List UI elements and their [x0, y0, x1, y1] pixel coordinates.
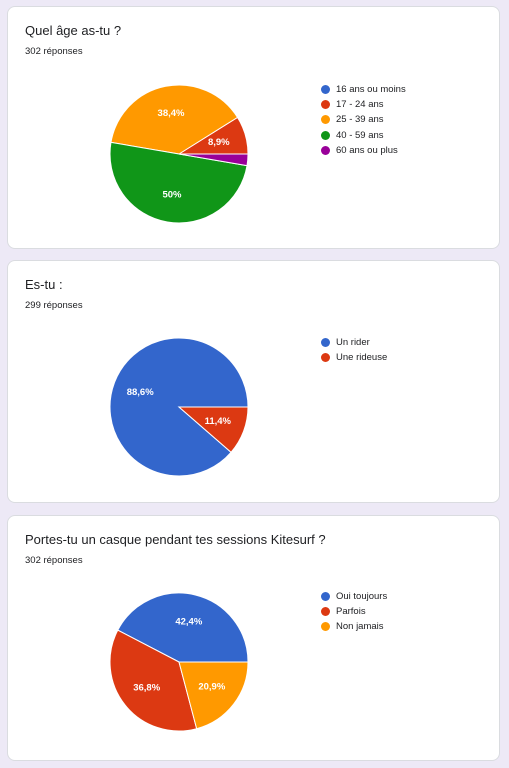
legend-label: 60 ans ou plus	[336, 144, 398, 156]
legend-swatch	[321, 607, 330, 617]
legend-item-25-39-ans: 25 - 39 ans	[321, 112, 406, 127]
legend-label: 25 - 39 ans	[336, 114, 384, 126]
legend-swatch	[321, 100, 330, 110]
legend-label: 40 - 59 ans	[336, 129, 384, 141]
chart-legend: Un rider Une rideuse	[321, 335, 387, 365]
question-title: Quel âge as-tu ?	[25, 23, 122, 38]
chart-card-age: Quel âge as-tu ? 302 réponses 8,9% 38,4% 5…	[7, 6, 500, 249]
legend-swatch	[321, 338, 330, 348]
pie-slice-une-rideuse	[177, 406, 249, 454]
slice-label: 88,6%	[127, 387, 154, 398]
legend-item-17-24-ans: 17 - 24 ans	[321, 97, 406, 112]
legend-swatch	[321, 130, 330, 140]
chart-card-helmet: Portes-tu un casque pendant tes sessions…	[7, 515, 500, 761]
pie-chart: 8,9% 38,4% 50%	[109, 84, 249, 224]
legend-swatch	[321, 353, 330, 363]
slice-label: 50%	[162, 189, 182, 200]
question-title: Es-tu :	[25, 277, 63, 292]
legend-item-un-rider: Un rider	[321, 335, 387, 350]
legend-label: Une rideuse	[336, 352, 388, 364]
chart-legend: 16 ans ou moins 17 - 24 ans 25 - 39 ans 40 …	[321, 82, 406, 158]
slice-label: 38,4%	[158, 108, 185, 119]
response-count: 299 réponses	[25, 300, 83, 311]
pie-chart: 42,4% 36,8% 20,9%	[109, 592, 249, 732]
pie-slice-25-39-ans	[110, 84, 239, 155]
legend-swatch	[321, 592, 330, 602]
legend-item-60-ans-ou-plus: 60 ans ou plus	[321, 143, 406, 158]
chart-legend: Oui toujours Parfois Non jamais	[321, 589, 387, 635]
slice-label: 11,4%	[205, 416, 232, 427]
pie-slice-60-ans-ou-plus	[178, 153, 249, 167]
legend-swatch	[321, 145, 330, 155]
legend-swatch	[321, 115, 330, 125]
chart-card-gender: Es-tu : 299 réponses 88,6% 11,4% Un rider…	[7, 260, 500, 503]
pie-slice-non-jamais	[178, 661, 249, 730]
pie-slice-40-59-ans	[109, 141, 248, 224]
legend-swatch	[321, 622, 330, 632]
slice-label: 36,8%	[133, 682, 160, 693]
legend-item-une-rideuse: Une rideuse	[321, 350, 387, 365]
pie-chart: 88,6% 11,4%	[109, 337, 249, 477]
legend-label: 16 ans ou moins	[336, 84, 406, 96]
legend-label: Non jamais	[336, 621, 384, 633]
response-count: 302 réponses	[25, 46, 83, 57]
pie-slice-parfois	[109, 629, 198, 732]
legend-item-non-jamais: Non jamais	[321, 619, 387, 634]
question-title: Portes-tu un casque pendant tes sessions…	[25, 532, 326, 547]
legend-item-40-59-ans: 40 - 59 ans	[321, 128, 406, 143]
legend-item-16-ans-ou-moins: 16 ans ou moins	[321, 82, 406, 97]
legend-swatch	[321, 85, 330, 95]
legend-item-oui-toujours: Oui toujours	[321, 589, 387, 604]
legend-label: Un rider	[336, 337, 370, 349]
slice-label: 42,4%	[175, 616, 202, 627]
legend-label: 17 - 24 ans	[336, 99, 384, 111]
slice-label: 20,9%	[198, 682, 225, 693]
pie-slice-oui-toujours	[117, 592, 249, 663]
slice-label: 8,9%	[208, 137, 230, 148]
response-count: 302 réponses	[25, 555, 83, 566]
legend-item-parfois: Parfois	[321, 604, 387, 619]
legend-label: Parfois	[336, 606, 366, 618]
legend-label: Oui toujours	[336, 591, 388, 603]
